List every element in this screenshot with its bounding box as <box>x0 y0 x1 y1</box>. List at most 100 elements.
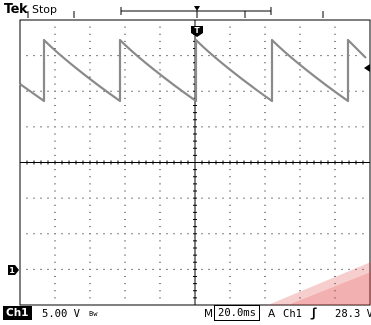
grid-dot <box>75 268 77 270</box>
grid-dot <box>299 197 301 199</box>
grid-dot <box>243 268 245 270</box>
grid-dot <box>75 197 77 199</box>
grid-dot <box>124 211 126 213</box>
grid-dot <box>68 126 70 128</box>
grid-dot <box>264 33 266 35</box>
trigger-source[interactable]: Ch1 <box>283 308 302 320</box>
grid-dot <box>124 254 126 256</box>
grid-dot <box>299 105 301 106</box>
grid-dot <box>299 240 301 242</box>
grid-dot <box>334 97 336 99</box>
grid-dot <box>334 176 336 178</box>
grid-dot <box>264 197 266 199</box>
grid-dot <box>131 90 133 92</box>
grid-dot <box>243 90 245 92</box>
grid-dot <box>89 297 91 299</box>
grid-dot <box>180 197 182 199</box>
grid-dot <box>124 169 126 171</box>
grid-dot <box>355 90 357 92</box>
grid-dot <box>124 261 126 263</box>
grid-dot <box>299 297 301 299</box>
grid-dot <box>299 190 301 192</box>
grid-dot <box>26 197 28 199</box>
grid-dot <box>89 268 91 270</box>
grid-dot <box>26 90 28 92</box>
grid-dot <box>334 26 336 28</box>
grid-dot <box>264 211 266 213</box>
grid-dot <box>54 211 56 213</box>
grid-dot <box>334 154 336 156</box>
grid-dot <box>124 147 126 149</box>
grid-dot <box>138 268 140 270</box>
grid-dot <box>306 268 308 270</box>
grid-dot <box>159 204 161 206</box>
channel-marker-label: 1 <box>9 266 15 275</box>
grid-dot <box>68 55 70 57</box>
grid-dot <box>89 105 91 106</box>
grid-dot <box>131 233 133 235</box>
grid-dot <box>166 197 168 199</box>
grid-dot <box>40 90 42 92</box>
grid-dot <box>362 197 364 199</box>
grid-dot <box>159 147 161 149</box>
grid-dot <box>299 290 301 292</box>
grid-dot <box>89 97 91 99</box>
grid-dot <box>33 268 35 270</box>
grid-dot <box>208 268 210 270</box>
grid-dot <box>264 140 266 142</box>
grid-dot <box>264 126 266 128</box>
trigger-level[interactable]: 28.3 V <box>335 308 371 320</box>
grid-dot <box>292 268 294 270</box>
grid-dot <box>229 55 231 57</box>
grid-dot <box>89 140 91 142</box>
grid-dot <box>117 197 119 199</box>
grid-dot <box>250 55 252 57</box>
grid-dot <box>89 219 91 220</box>
trigger-position-icon <box>194 6 200 11</box>
grid-dot <box>229 261 231 263</box>
grid-dot <box>152 55 154 57</box>
record-view-bar <box>27 6 324 18</box>
grid-dot <box>152 126 154 128</box>
grid-dot <box>75 90 77 92</box>
grid-dot <box>264 190 266 192</box>
grid-dot <box>173 55 175 57</box>
grid-dot <box>299 268 301 270</box>
grid-dot <box>54 204 56 206</box>
grid-dot <box>299 62 301 64</box>
grid-dot <box>320 268 322 270</box>
grid-dot <box>264 76 266 78</box>
grid-dot <box>355 126 357 128</box>
grid-dot <box>229 119 231 121</box>
grid-dot <box>201 126 203 128</box>
grid-dot <box>159 69 161 71</box>
grid-dot <box>124 190 126 192</box>
graticule <box>19 19 371 306</box>
grid-dot <box>306 197 308 199</box>
grid-dot <box>313 126 315 128</box>
grid-dot <box>187 90 189 92</box>
grid-dot <box>271 233 273 235</box>
grid-dot <box>54 83 56 85</box>
grid-dot <box>250 233 252 235</box>
grid-dot <box>201 55 203 57</box>
grid-dot <box>61 233 63 235</box>
grid-dot <box>54 140 56 142</box>
grid-dot <box>229 254 231 256</box>
grid-dot <box>159 26 161 28</box>
grid-dot <box>215 55 217 57</box>
timebase-value[interactable]: 20.0ms <box>214 305 260 321</box>
grid-dot <box>89 283 91 285</box>
grid-dot <box>215 233 217 235</box>
grid-dot <box>89 33 91 35</box>
grid-dot <box>159 254 161 256</box>
grid-dot <box>264 105 266 106</box>
grid-dot <box>47 268 49 270</box>
channel-1-label[interactable]: Ch1 <box>3 306 32 320</box>
grid-dot <box>117 233 119 235</box>
grid-dot <box>124 290 126 292</box>
grid-dot <box>334 33 336 35</box>
grid-dot <box>173 268 175 270</box>
grid-dot <box>229 197 231 199</box>
grid-dot <box>68 197 70 199</box>
